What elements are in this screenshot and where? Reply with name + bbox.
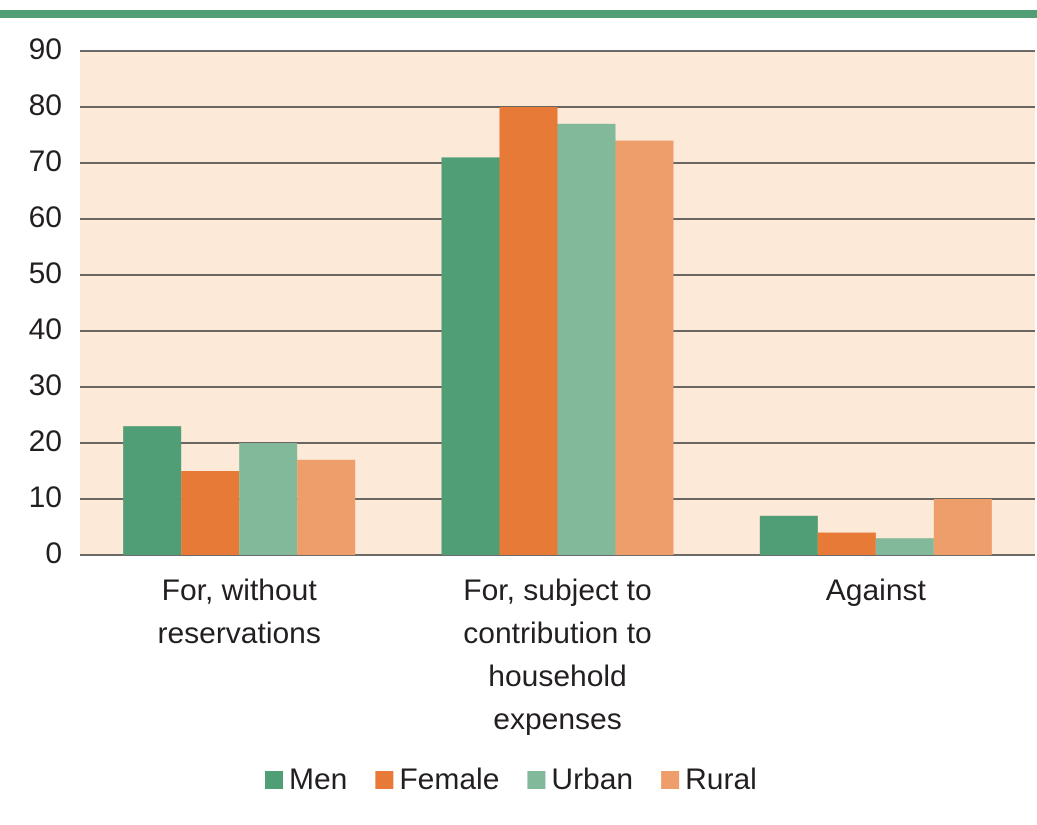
- bar: [239, 443, 298, 555]
- bar: [759, 515, 818, 555]
- x-tick-label: For, without reservations: [157, 574, 320, 650]
- y-tick-label: 90: [29, 33, 62, 66]
- legend-swatch: [375, 771, 394, 789]
- x-tick-label: For, subject to contribution to household e…: [463, 574, 651, 736]
- bar: [181, 471, 240, 555]
- y-tick-label: 50: [29, 257, 62, 290]
- bar: [499, 107, 558, 555]
- bar: [297, 459, 356, 555]
- top-rule: [0, 10, 1037, 18]
- y-tick-label: 40: [29, 313, 62, 346]
- y-tick-label: 0: [45, 537, 62, 570]
- legend-label: Female: [399, 763, 499, 796]
- legend-swatch: [527, 771, 546, 789]
- y-tick-label: 30: [29, 369, 62, 402]
- bar: [123, 426, 182, 555]
- legend-label: Urban: [551, 763, 633, 796]
- bar: [441, 157, 500, 555]
- x-tick-label: Against: [826, 574, 927, 607]
- bar: [615, 140, 674, 555]
- legend-swatch: [661, 771, 680, 789]
- y-tick-label: 10: [29, 481, 62, 514]
- y-tick-label: 80: [29, 89, 62, 122]
- legend-label: Rural: [685, 763, 757, 796]
- legend-swatch: [265, 771, 283, 789]
- y-tick-label: 60: [29, 201, 62, 234]
- bar: [875, 538, 934, 555]
- y-tick-label: 20: [29, 425, 62, 458]
- legend-label: Men: [289, 763, 347, 796]
- y-tick-label: 70: [29, 145, 62, 178]
- bar: [557, 123, 616, 556]
- bar: [817, 532, 876, 555]
- bar: [933, 499, 992, 555]
